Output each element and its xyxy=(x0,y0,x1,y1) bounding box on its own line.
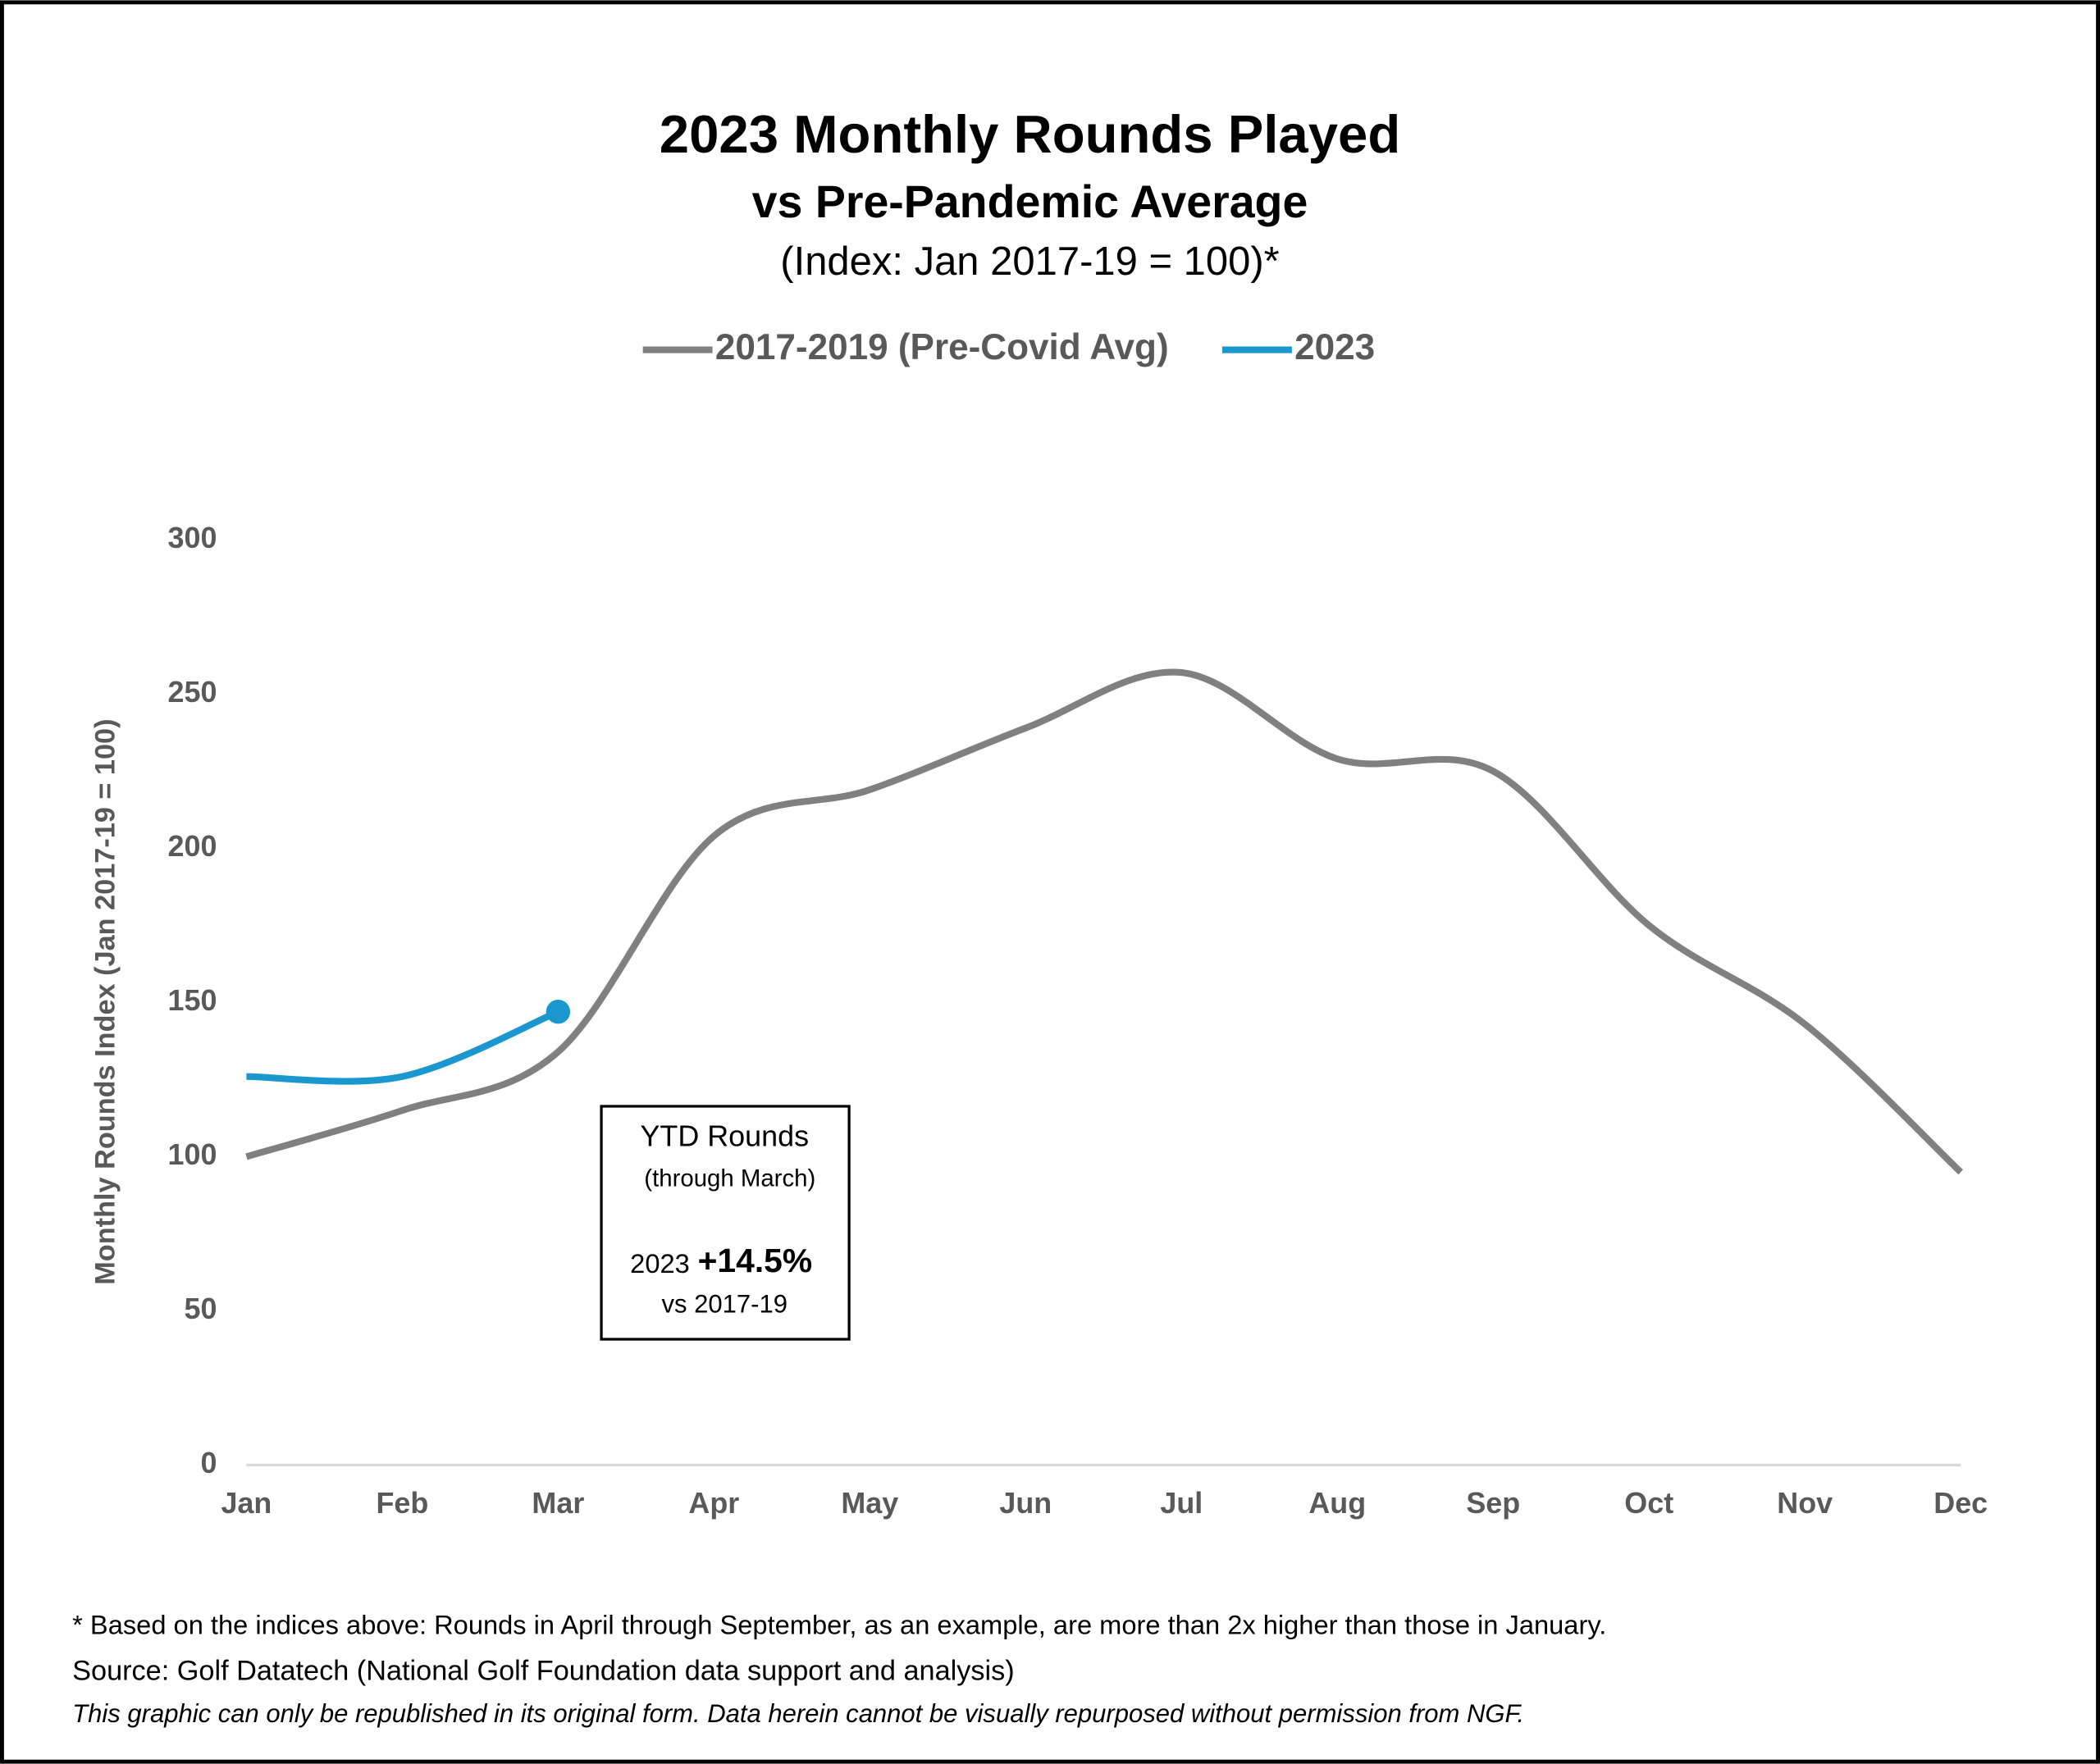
annotation-year: 2023 xyxy=(630,1248,690,1279)
series-line xyxy=(245,668,1964,1175)
legend-label: 2023 xyxy=(1294,327,1375,367)
chart-title: 2023 Monthly Rounds Played xyxy=(660,104,1400,164)
annotation-compare: vs 2017-19 xyxy=(662,1289,788,1318)
x-tick-label: Mar xyxy=(532,1486,584,1520)
x-tick-label: Apr xyxy=(688,1486,739,1520)
x-tick-label: Jan xyxy=(221,1486,272,1520)
y-tick-label: 100 xyxy=(168,1137,217,1171)
y-tick-label: 300 xyxy=(168,521,217,554)
annotation-subtitle: (through March) xyxy=(644,1165,815,1192)
legend-label: 2017-2019 (Pre-Covid Avg) xyxy=(715,327,1169,367)
annotation-change: +14.5% xyxy=(698,1242,813,1279)
x-tick-label: May xyxy=(841,1486,898,1520)
chart-subtitle: (Index: Jan 2017-19 = 100)* xyxy=(780,239,1279,284)
source: Source: Golf Datatech (National Golf Fou… xyxy=(72,1656,1015,1687)
x-tick-label: Dec xyxy=(1933,1486,1988,1520)
annotation-title: YTD Rounds xyxy=(640,1119,809,1153)
x-tick-label: Oct xyxy=(1624,1486,1673,1520)
y-tick-label: 150 xyxy=(168,983,217,1017)
x-tick-label: Jul xyxy=(1160,1486,1203,1520)
y-tick-label: 200 xyxy=(168,829,217,863)
y-tick-label: 50 xyxy=(185,1292,217,1325)
footnote: * Based on the indices above: Rounds in … xyxy=(72,1610,1606,1640)
annotation-box xyxy=(600,1105,851,1341)
series-line xyxy=(246,1008,559,1085)
y-tick-label: 250 xyxy=(168,675,217,709)
x-tick-label: Nov xyxy=(1777,1486,1833,1520)
x-tick-label: Jun xyxy=(999,1486,1052,1520)
x-tick-label: Feb xyxy=(376,1486,428,1520)
x-tick-label: Aug xyxy=(1308,1486,1366,1520)
x-tick-label: Sep xyxy=(1466,1486,1520,1520)
y-tick-label: 0 xyxy=(201,1446,217,1479)
disclaimer: This graphic can only be republished in … xyxy=(72,1699,1524,1728)
end-marker xyxy=(546,1000,571,1024)
chart-subtitle: vs Pre-Pandemic Average xyxy=(752,176,1308,227)
y-axis-label: Monthly Rounds Index (Jan 2017-19 = 100) xyxy=(90,718,121,1284)
